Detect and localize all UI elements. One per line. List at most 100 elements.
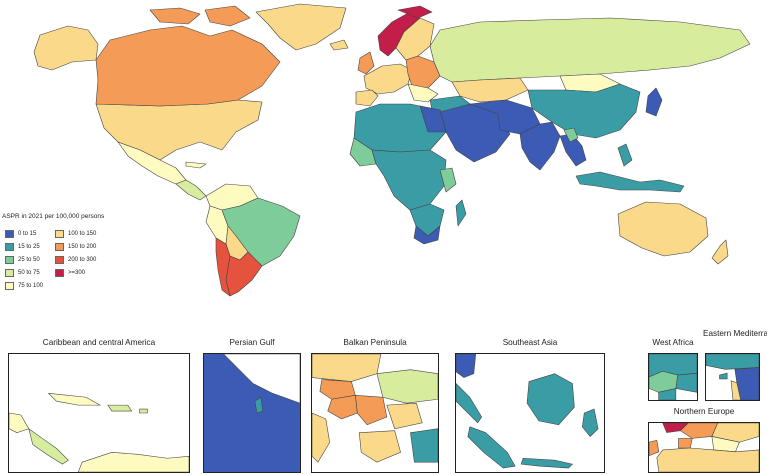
region-philippines: [617, 143, 633, 167]
region-central-america: [175, 179, 207, 201]
inset-persian-gulf-svg: [223, 354, 300, 414]
map-legend: ASPR in 2021 per 100,000 persons 0 to 15…: [2, 213, 152, 295]
region-gulf-water: [223, 354, 300, 404]
region-south-africa: [413, 225, 441, 245]
region-sulawesi-inset: [581, 408, 599, 438]
inset-west-africa-svg: [649, 354, 697, 400]
region-thailand-inset: [456, 354, 477, 378]
inset-title-eastern-mediterranean: Eastern Mediterranean: [703, 329, 767, 338]
region-arctic-canada-2: [204, 5, 251, 27]
legend-label: >=300: [68, 270, 86, 276]
region-finland-inset: [711, 423, 759, 443]
region-chile: [215, 237, 231, 297]
legend-swatch: [55, 243, 64, 251]
inset-map-west-africa: [648, 353, 698, 401]
region-egypt: [419, 105, 447, 133]
legend-swatch: [55, 269, 64, 277]
region-russia: [429, 17, 751, 83]
region-indonesia: [575, 171, 685, 193]
region-cuba-inset: [47, 392, 102, 406]
inset-southeast-asia-svg: [456, 354, 599, 469]
region-uk: [357, 51, 375, 75]
region-bulgaria-inset: [386, 402, 423, 430]
region-denmark-inset: [678, 438, 693, 449]
inset-title-northern-europe: Northern Europe: [673, 407, 735, 416]
region-canada: [95, 25, 281, 107]
legend-swatch: [5, 256, 14, 264]
region-mexico-inset: [9, 412, 30, 433]
inset-map-northern-europe: [648, 422, 760, 473]
region-turkey-south-inset: [706, 354, 759, 370]
region-east-africa: [439, 167, 457, 193]
region-madagascar: [455, 199, 467, 227]
region-north-cape: [397, 5, 433, 19]
region-bosnia-inset: [327, 394, 358, 420]
region-israel-inset: [730, 380, 741, 400]
region-greece-inset: [358, 430, 401, 463]
region-mali-inset: [675, 372, 697, 393]
region-sumatra-inset: [467, 426, 516, 469]
region-arctic-canada: [149, 7, 201, 25]
region-hispaniola-inset: [107, 404, 133, 412]
inset-title-southeast-asia: Southeast Asia: [502, 338, 558, 347]
region-syria-inset: [734, 367, 759, 400]
region-kazakhstan: [451, 77, 529, 103]
region-china: [527, 83, 641, 139]
inset-caribbean-svg: [9, 392, 189, 472]
region-serbia-inset: [354, 394, 388, 426]
region-malay-peninsula-inset: [456, 383, 483, 424]
inset-northern-europe-svg: [649, 423, 759, 472]
region-alaska: [33, 25, 99, 71]
region-colombia-inset: [77, 452, 189, 472]
inset-map-caribbean: [8, 353, 190, 473]
inset-map-eastern-mediterranean: [705, 353, 760, 401]
region-iceland: [329, 39, 349, 51]
region-liberia-inset: [658, 388, 677, 400]
region-romania-inset: [376, 369, 438, 404]
legend-label: 25 to 50: [18, 257, 40, 263]
region-central-africa: [371, 149, 447, 211]
region-iberia: [355, 89, 379, 107]
inset-map-persian-gulf: [203, 353, 301, 473]
region-turkey-inset: [410, 428, 438, 463]
legend-label: 75 to 100: [18, 283, 44, 289]
region-qatar-inset: [254, 396, 264, 414]
legend-label: 150 to 200: [68, 244, 97, 250]
region-greenland: [255, 3, 347, 51]
region-borneo-inset: [526, 373, 575, 426]
region-india: [519, 121, 561, 171]
region-puerto-rico-inset: [139, 408, 148, 414]
region-eastern-europe: [405, 55, 441, 89]
region-central-america-inset: [28, 428, 69, 465]
legend-swatch: [5, 230, 14, 238]
legend-label: 15 to 25: [18, 244, 40, 250]
region-cyprus-inset: [719, 372, 728, 380]
inset-title-caribbean: Caribbean and central America: [42, 338, 156, 347]
legend-label: 200 to 300: [68, 257, 97, 263]
region-balkans: [407, 83, 439, 103]
region-java-inset: [520, 457, 574, 469]
region-thailand: [563, 127, 579, 143]
legend-swatch: [5, 282, 14, 290]
inset-title-west-africa: West Africa: [652, 338, 694, 347]
inset-map-southeast-asia: [455, 353, 605, 473]
legend-swatch: [55, 230, 64, 238]
legend-label: 100 to 150: [68, 231, 97, 237]
region-usa: [95, 99, 263, 161]
region-germany-poland-inset: [656, 447, 759, 472]
inset-eastern-med-svg: [706, 354, 759, 400]
inset-balkan-svg: [312, 354, 438, 463]
region-senegal-inset: [649, 354, 697, 378]
legend-label: 0 to 15: [18, 231, 37, 237]
world-map: [33, 3, 751, 297]
inset-map-balkan: [311, 353, 439, 473]
legend-swatch: [55, 256, 64, 264]
region-japan: [645, 87, 663, 117]
region-italy-inset: [312, 412, 331, 463]
inset-title-persian-gulf: Persian Gulf: [229, 338, 275, 347]
legend-swatch: [5, 269, 14, 277]
region-cuba: [185, 161, 207, 169]
region-australia: [617, 201, 709, 257]
legend-swatch: [5, 243, 14, 251]
legend-title: ASPR in 2021 per 100,000 persons: [2, 213, 105, 220]
